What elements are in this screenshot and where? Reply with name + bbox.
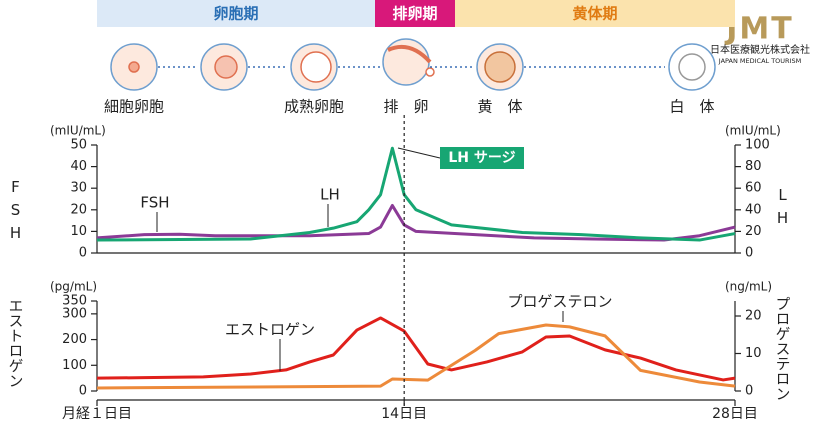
y2-tick-label: 0 xyxy=(745,384,753,399)
stage-label: 排 卵 xyxy=(383,98,428,116)
x-tick-label: 月経１日目 xyxy=(62,406,132,422)
phase-label: 卵胞期 xyxy=(213,5,258,23)
y2-tick-label: 20 xyxy=(745,309,762,324)
x-tick-label: 28日目 xyxy=(712,406,758,422)
phase-band xyxy=(455,0,735,27)
phase-band xyxy=(375,0,455,27)
logo-mark: JMT xyxy=(724,12,793,47)
line-series xyxy=(96,203,736,242)
y-tick-label: 40 xyxy=(70,159,87,174)
logo: JMT 日本医療観光株式会社 JAPAN MEDICAL TOURISM xyxy=(710,12,810,66)
y2-tick-label: 80 xyxy=(745,159,762,174)
phase-label: 排卵期 xyxy=(392,5,437,23)
phase-label: 黄体期 xyxy=(572,5,617,23)
y-tick-label: 50 xyxy=(70,138,87,153)
y-tick-label: 350 xyxy=(62,294,87,309)
stage-icons xyxy=(110,38,716,91)
line-series xyxy=(96,316,736,382)
y2-tick-label: 60 xyxy=(745,181,762,196)
y-tick-label: 300 xyxy=(62,306,87,321)
series-label: エストロゲン xyxy=(225,321,315,339)
y-tick-label: 200 xyxy=(62,332,87,347)
y2-tick-label: 20 xyxy=(745,224,762,239)
leader-line xyxy=(397,147,441,159)
y2-axis-title: LH xyxy=(774,186,792,232)
y-tick-label: 20 xyxy=(70,202,87,217)
line-series xyxy=(96,146,736,242)
y2-tick-label: 100 xyxy=(745,138,770,153)
logo-company: 日本医療観光株式会社 xyxy=(710,43,810,56)
annotation-box xyxy=(440,147,524,169)
y-tick-label: 0 xyxy=(79,384,87,399)
y2-tick-label: 40 xyxy=(745,202,762,217)
stage-label: 白 体 xyxy=(669,98,714,116)
y-axis-title: エストロゲン xyxy=(7,298,25,388)
y-tick-label: 100 xyxy=(62,358,87,373)
series-label: プロゲステロン xyxy=(507,293,612,311)
annotation: LH サージ xyxy=(448,150,515,166)
logo-english: JAPAN MEDICAL TOURISM xyxy=(718,57,801,65)
y-tick-label: 0 xyxy=(79,246,87,261)
stage-label: 細胞卵胞 xyxy=(104,98,164,116)
y-tick-label: 10 xyxy=(70,224,87,239)
y2-unit: (mIU/mL) xyxy=(725,124,781,138)
series-label: FSH xyxy=(140,194,169,212)
y2-tick-label: 0 xyxy=(745,246,753,261)
y-axis-title: FSH xyxy=(7,178,25,247)
y2-axis-title: プロゲステロン xyxy=(774,296,792,401)
y-unit: (pg/mL) xyxy=(50,280,97,294)
y-unit: (mIU/mL) xyxy=(50,124,106,138)
x-tick-label: 14日目 xyxy=(381,406,427,422)
stage-label: 成熟卵胞 xyxy=(284,98,344,116)
stage-label: 黄 体 xyxy=(477,98,522,116)
y2-unit: (ng/mL) xyxy=(725,280,772,294)
series-label: LH xyxy=(320,186,340,204)
phase-band xyxy=(97,0,375,27)
line-series xyxy=(96,323,736,390)
y2-tick-label: 10 xyxy=(745,346,762,361)
y-tick-label: 30 xyxy=(70,181,87,196)
